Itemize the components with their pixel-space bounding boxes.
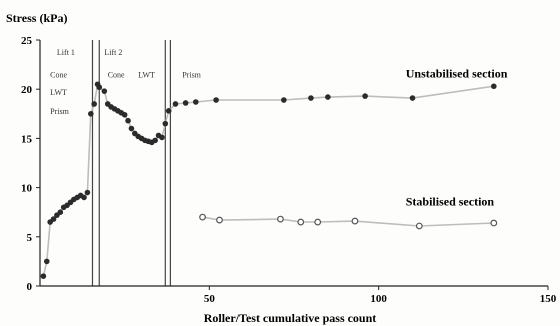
region-label: LWT (138, 70, 155, 79)
unstabilised-point (281, 97, 287, 103)
stabilised-point (297, 218, 305, 226)
unstabilised-point (128, 125, 135, 132)
stabilised-point (415, 222, 423, 230)
y-tick-label: 20 (21, 84, 33, 96)
region-label: Cone (50, 70, 67, 79)
series-trend-line (202, 216, 494, 227)
data-marks (40, 81, 498, 279)
stabilised-point (199, 213, 206, 221)
unstabilised-point (57, 209, 64, 215)
y-tick-label: 25 (21, 35, 33, 47)
stabilised-point (216, 216, 223, 224)
y-tick-label: 5 (27, 232, 33, 244)
unstabilised-point (101, 88, 108, 94)
series-trend-line (42, 82, 494, 277)
region-label: Lift 1 (57, 48, 75, 57)
x-axis-label: Roller/Test cumulative pass count (204, 311, 377, 325)
section-annotation: Unstabilised section (406, 66, 508, 80)
unstabilised-point (40, 273, 47, 279)
y-tick-label: 15 (21, 133, 33, 145)
unstabilised-point (213, 97, 219, 103)
unstabilised-point (192, 99, 199, 105)
unstabilised-point (409, 95, 416, 101)
unstabilised-point (81, 194, 87, 201)
unstabilised-point (165, 108, 172, 114)
annotations: Unstabilised section Stabilised section (406, 66, 508, 208)
y-axis-label: Stress (kPa) (6, 11, 67, 25)
region-label: Prism (50, 107, 69, 116)
unstabilised-point (325, 94, 331, 100)
unstabilised-point (152, 137, 158, 144)
region-label: LWT (50, 88, 67, 97)
unstabilised-point (43, 258, 50, 265)
stabilised-point (277, 215, 284, 223)
unstabilised-point (362, 93, 368, 99)
y-tick-label: 0 (27, 281, 33, 293)
stabilised-point (490, 219, 498, 227)
x-tick-label: 150 (540, 293, 557, 305)
unstabilised-point (121, 111, 128, 118)
unstabilised-point (159, 134, 165, 141)
unstabilised-point (491, 83, 497, 90)
unstabilised-point (96, 84, 103, 91)
region-labels: Lift 1 Lift 2 Cone Cone LWT LWT Prism Prism (50, 48, 202, 116)
unstabilised-point (182, 100, 189, 106)
unstabilised-point (91, 101, 97, 107)
x-tick-label: 50 (204, 293, 216, 305)
unstabilised-point (162, 120, 169, 127)
unstabilised-point (172, 101, 179, 107)
stabilised-point (314, 218, 322, 226)
unstabilised-point (125, 117, 131, 124)
region-label: Cone (108, 70, 125, 79)
stabilised-point (351, 217, 359, 225)
unstabilised-point (50, 216, 57, 222)
y-tick-label: 10 (21, 183, 33, 195)
unstabilised-point (308, 95, 314, 101)
region-label: Lift 2 (104, 48, 122, 57)
guide-lines (91, 40, 171, 286)
unstabilised-point (84, 189, 91, 196)
axes: 0 5 10 15 20 25 50 100 150 (21, 35, 557, 305)
region-label: Prism (182, 70, 201, 79)
unstabilised-point (88, 111, 94, 117)
x-tick-label: 100 (370, 293, 387, 305)
section-annotation: Stabilised section (406, 194, 495, 208)
